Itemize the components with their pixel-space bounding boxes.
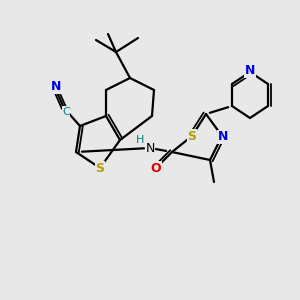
Text: O: O xyxy=(151,161,161,175)
Text: H: H xyxy=(136,135,144,145)
Text: N: N xyxy=(245,64,255,77)
Text: S: S xyxy=(95,161,104,175)
Text: S: S xyxy=(188,130,196,142)
Text: N: N xyxy=(51,80,61,94)
Text: C: C xyxy=(62,107,70,117)
Text: N: N xyxy=(145,142,155,154)
Text: N: N xyxy=(218,130,228,143)
